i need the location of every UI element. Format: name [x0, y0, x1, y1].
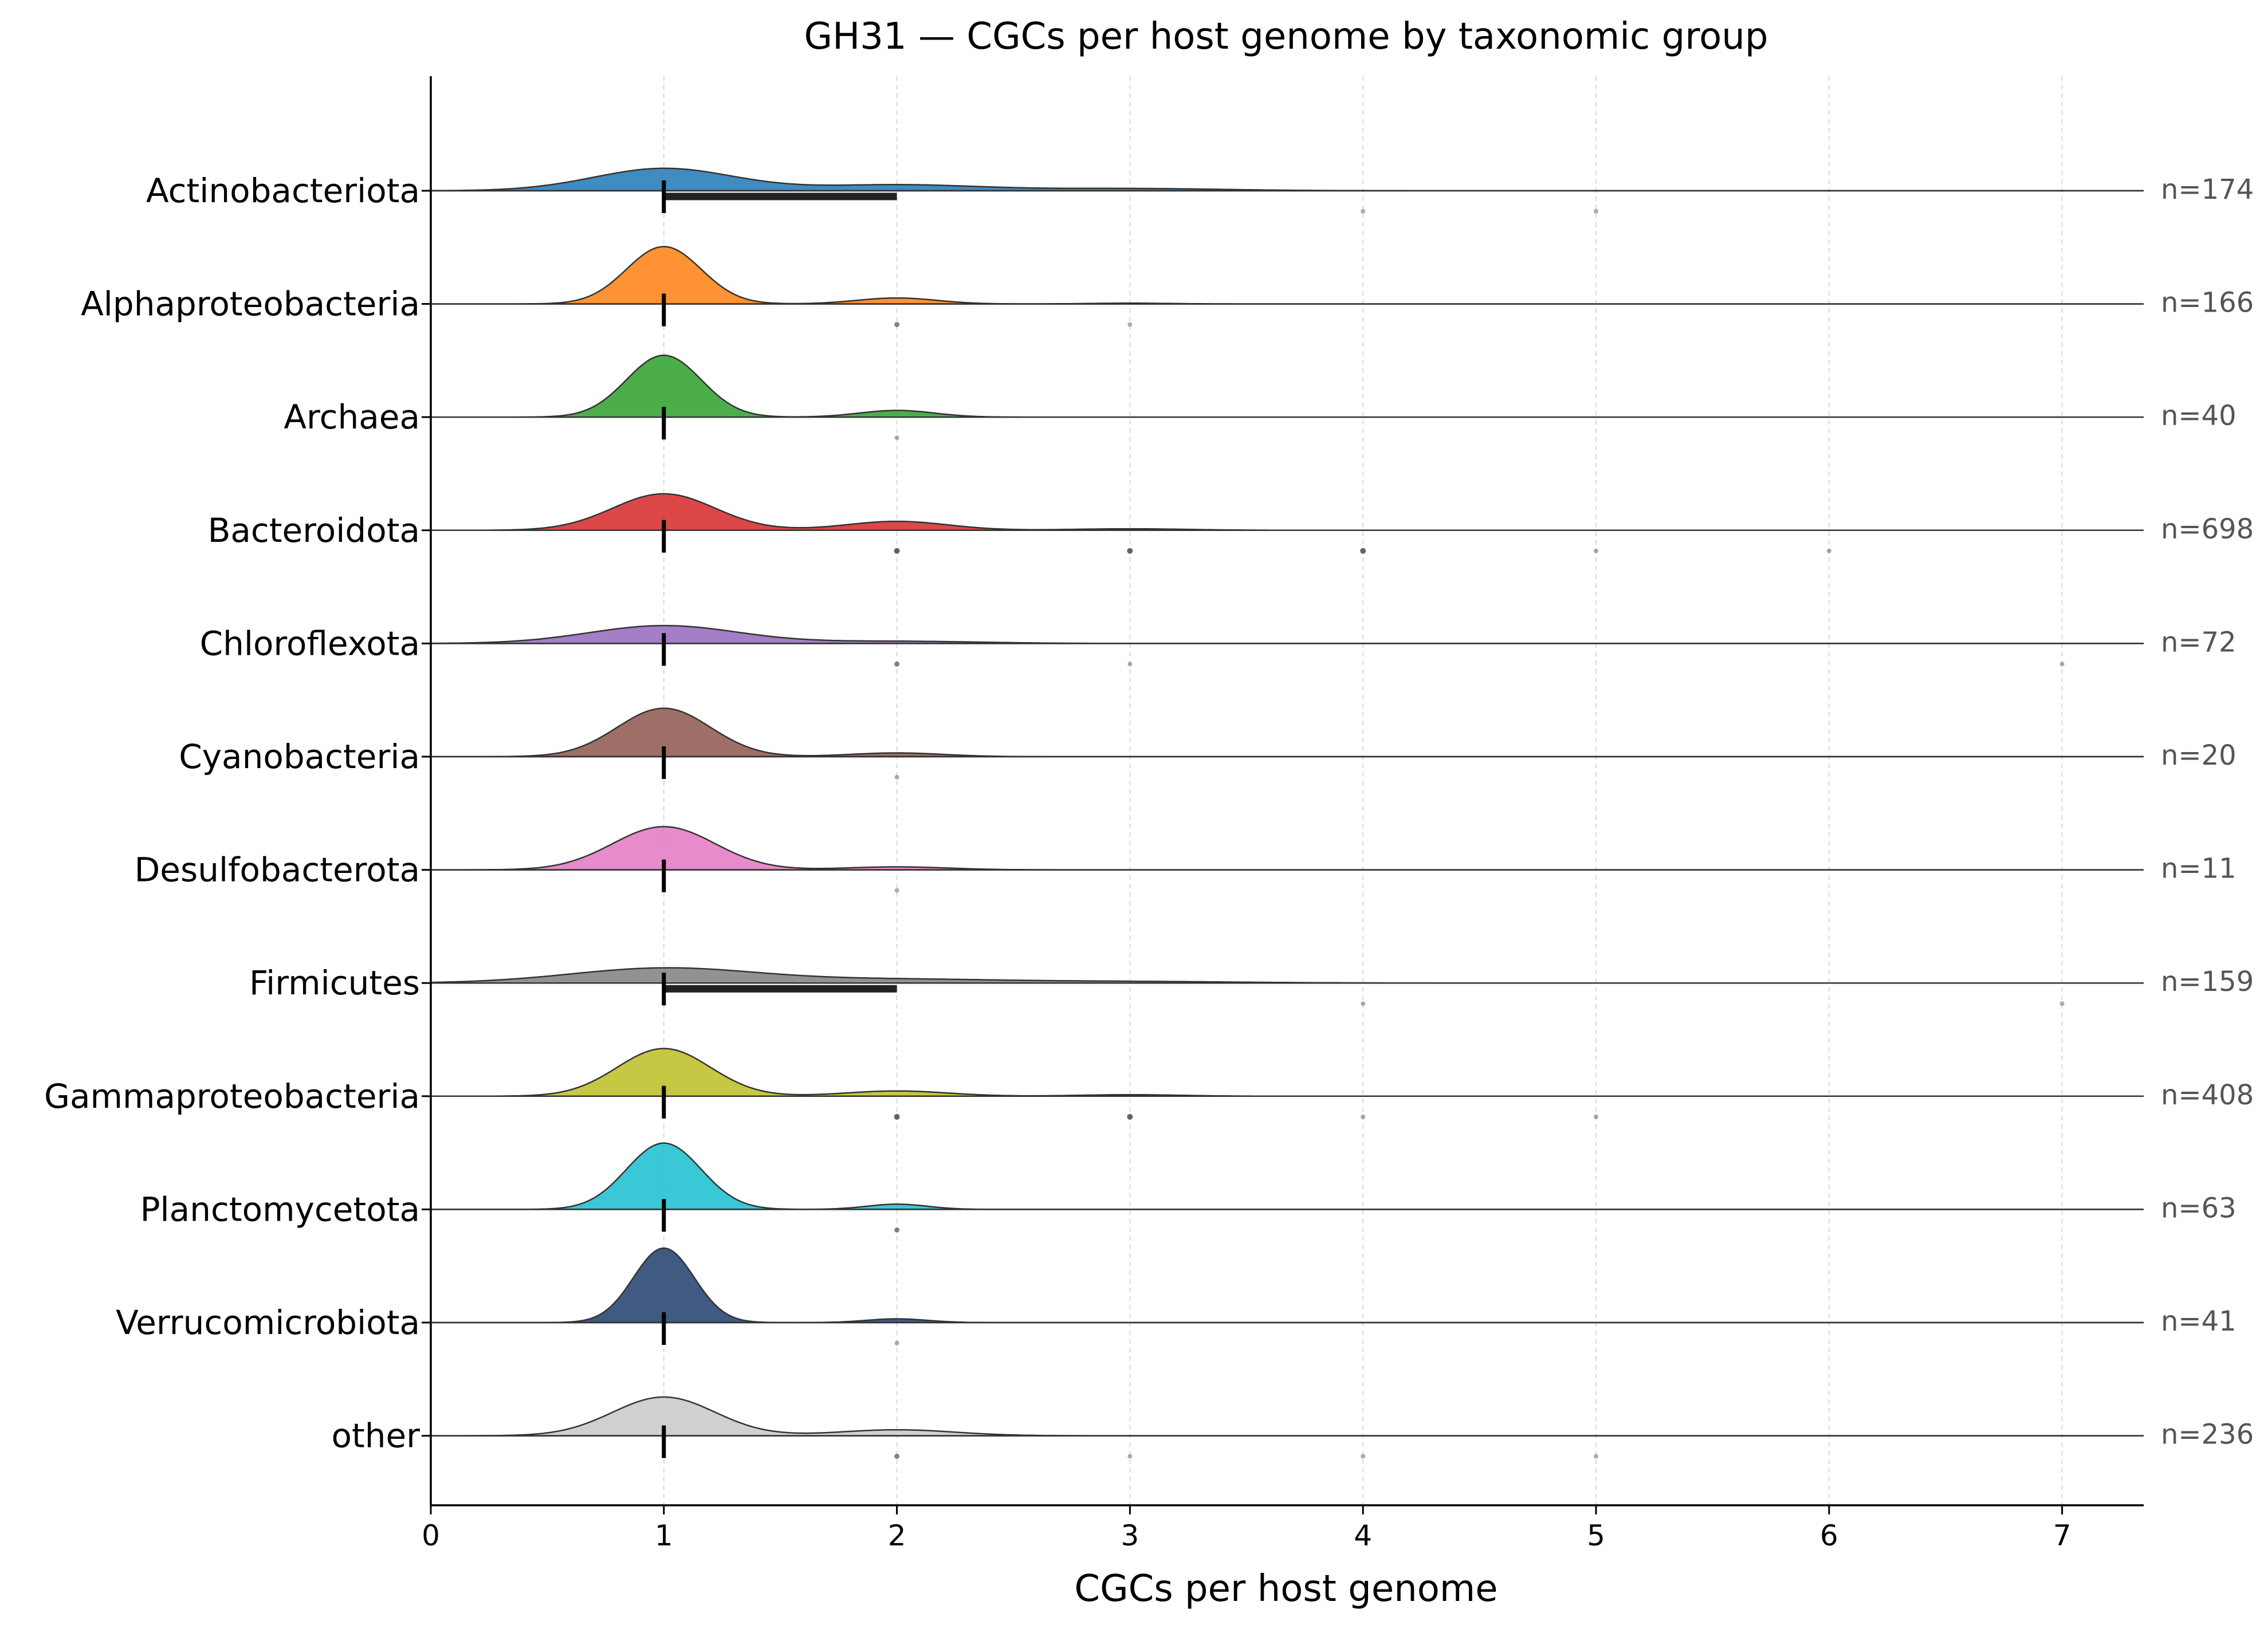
ridge-verrucomicrobiota: Verrucomicrobiota n=41 — [116, 1247, 2236, 1345]
outlier-point — [1594, 1114, 1599, 1119]
gridlines — [663, 76, 2063, 1505]
ridge-archaea: Archaea n=40 — [284, 355, 2236, 440]
ridge-cyanobacteria: Cyanobacteria n=20 — [179, 707, 2236, 780]
outlier-point — [894, 1114, 900, 1120]
n-label: n=408 — [2161, 1079, 2254, 1111]
category-label: Cyanobacteria — [179, 737, 420, 776]
outlier-point — [1361, 1001, 1366, 1006]
outlier-point — [2059, 662, 2065, 667]
n-label: n=174 — [2161, 174, 2254, 206]
category-label: Alphaproteobacteria — [81, 285, 420, 324]
density-area — [431, 825, 2144, 871]
density-area — [431, 1048, 2144, 1097]
density-area — [431, 1142, 2144, 1210]
x-tick-label: 4 — [1354, 1519, 1372, 1552]
category-label: Archaea — [284, 398, 420, 436]
outlier-point — [894, 888, 899, 893]
chart-title: GH31 — CGCs per host genome by taxonomic… — [804, 15, 1768, 58]
n-label: n=72 — [2161, 626, 2236, 658]
n-label: n=20 — [2161, 739, 2236, 772]
ridge-bacteroidota: Bacteroidota n=698 — [208, 493, 2254, 554]
category-label: Actinobacteriota — [146, 171, 420, 210]
density-area — [431, 493, 2144, 532]
outlier-point — [894, 1341, 899, 1345]
n-label: n=159 — [2161, 966, 2254, 998]
x-tick-label: 7 — [2053, 1519, 2072, 1552]
outlier-point — [1361, 209, 1366, 214]
axes: 0 1 2 3 4 5 6 7 — [422, 76, 2144, 1552]
x-tick-label: 1 — [655, 1519, 673, 1552]
category-label: Verrucomicrobiota — [116, 1303, 420, 1342]
density-area — [431, 355, 2144, 418]
n-label: n=41 — [2161, 1305, 2236, 1337]
outlier-point — [894, 661, 900, 667]
ridge-alphaproteobacteria: Alphaproteobacteria n=166 — [81, 246, 2254, 328]
density-area — [431, 707, 2144, 758]
ridge-other: other n=236 — [331, 1396, 2254, 1459]
n-label: n=40 — [2161, 400, 2236, 432]
x-tick-label: 0 — [422, 1519, 440, 1552]
ridge-chloroflexota: Chloroflexota n=72 — [200, 624, 2236, 667]
outlier-point — [894, 548, 900, 554]
x-tick-label: 5 — [1587, 1519, 1605, 1552]
category-label: Chloroflexota — [200, 624, 420, 663]
outlier-point — [894, 1227, 900, 1233]
ridge-actinobacteriota: Actinobacteriota n=174 — [146, 167, 2254, 214]
outlier-point — [1127, 1454, 1133, 1459]
n-label: n=236 — [2161, 1419, 2254, 1451]
x-tick-label: 2 — [888, 1519, 906, 1552]
category-label: Planctomycetota — [140, 1190, 420, 1229]
outlier-point — [894, 435, 899, 440]
x-tick-label: 3 — [1121, 1519, 1139, 1552]
ridges: Actinobacteriota n=174 Alphaproteobacteria… — [44, 167, 2254, 1459]
ridge-planctomycetota: Planctomycetota n=63 — [140, 1142, 2236, 1233]
category-label: Gammaproteobacteria — [44, 1077, 420, 1116]
outlier-point — [894, 1454, 900, 1459]
category-label: Desulfobacterota — [135, 851, 420, 890]
density-area — [430, 967, 2144, 984]
outlier-point — [1360, 548, 1366, 554]
outlier-point — [1594, 209, 1599, 214]
density-area — [431, 246, 2144, 305]
density-area — [431, 1396, 2144, 1437]
n-label: n=63 — [2161, 1192, 2236, 1224]
outlier-point — [1594, 1454, 1599, 1459]
ridge-desulfobacterota: Desulfobacterota n=11 — [135, 825, 2236, 893]
category-label: other — [331, 1417, 420, 1455]
ridge-firmicutes: Firmicutes n=159 — [249, 963, 2254, 1006]
density-area — [430, 624, 2144, 644]
outlier-point — [2059, 1001, 2065, 1006]
density-area — [430, 167, 2144, 192]
outlier-point — [1127, 322, 1133, 327]
outlier-point — [894, 775, 899, 780]
n-label: n=698 — [2161, 513, 2254, 545]
outlier-point — [1826, 548, 1831, 553]
ridge-gammaproteobacteria: Gammaproteobacteria n=408 — [44, 1048, 2254, 1120]
n-label: n=166 — [2161, 287, 2254, 319]
outlier-point — [1127, 1114, 1133, 1120]
density-area — [431, 1247, 2144, 1324]
x-axis-title: CGCs per host genome — [1074, 1568, 1497, 1610]
category-label: Firmicutes — [249, 963, 420, 1002]
outlier-point — [1594, 548, 1599, 553]
n-label: n=11 — [2161, 853, 2236, 885]
category-label: Bacteroidota — [208, 511, 420, 550]
x-tick-label: 6 — [1820, 1519, 1838, 1552]
outlier-point — [1127, 548, 1133, 554]
outlier-point — [1361, 1454, 1366, 1459]
outlier-point — [1361, 1114, 1366, 1119]
outlier-point — [894, 322, 900, 328]
outlier-point — [1127, 662, 1133, 667]
